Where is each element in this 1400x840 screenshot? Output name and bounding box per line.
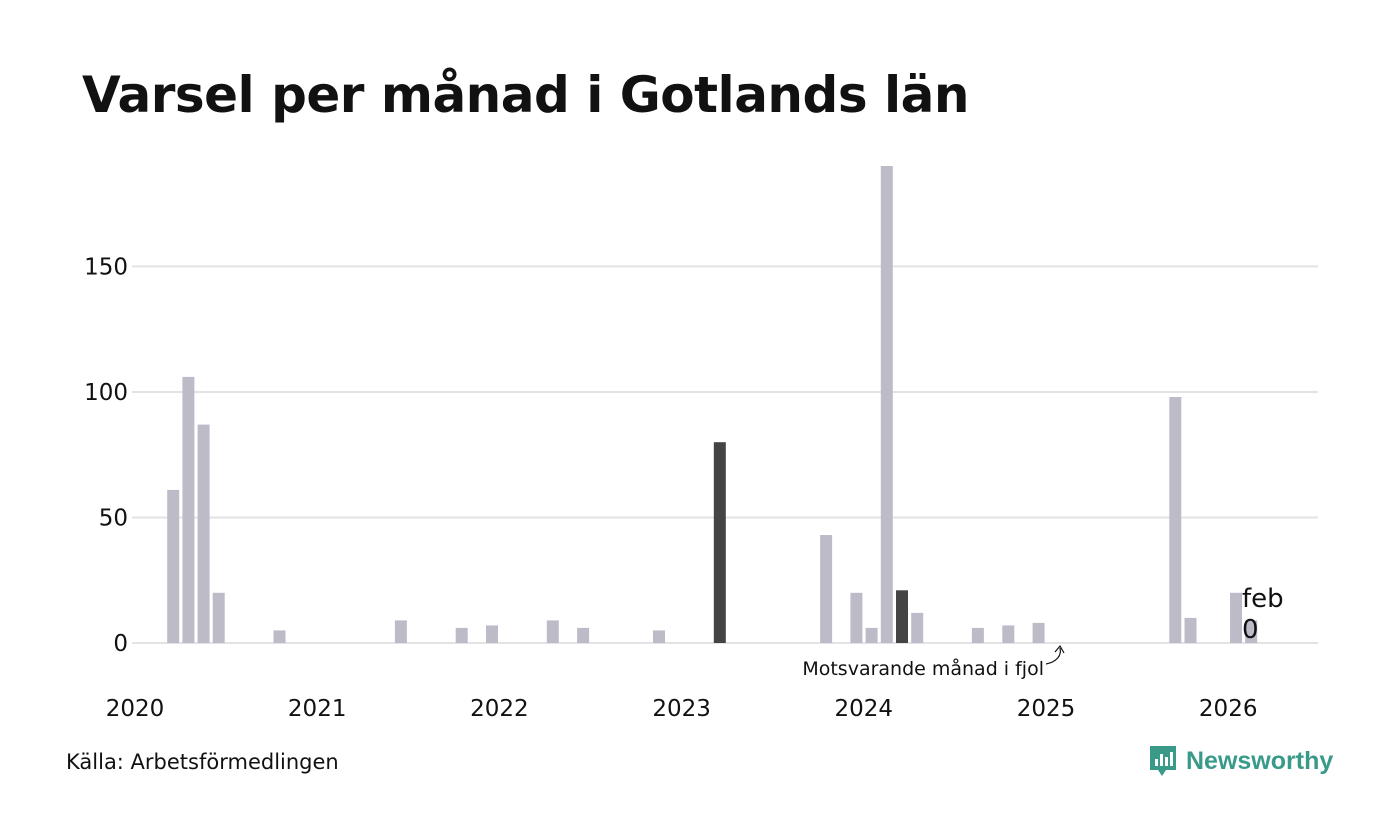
bar-2025-12 (1230, 592, 1242, 643)
x-tick-label: 2022 (470, 696, 529, 722)
newsworthy-logo-icon (1150, 746, 1176, 776)
bar-2021-11 (486, 625, 498, 643)
annotation-arrow (1045, 647, 1061, 665)
annotation-arrowhead (1054, 644, 1065, 654)
bar-chart: 0 50 100 150 2020 2021 2022 2023 2024 2025 2026 M… (84, 166, 1318, 722)
bar-2022-05 (577, 627, 590, 643)
y-axis: 0 50 100 150 (84, 254, 128, 657)
x-tick-label: 2021 (288, 696, 347, 722)
bar-2024-02 (896, 590, 908, 643)
bar-2024-07 (971, 627, 984, 643)
x-tick-label: 2024 (835, 696, 894, 722)
last-month-label: feb (1242, 584, 1284, 614)
brand-name: Newsworthy (1186, 746, 1334, 775)
x-axis: 2020 2021 2022 2023 2024 2025 2026 (106, 696, 1258, 722)
source-note: Källa: Arbetsförmedlingen (66, 750, 339, 774)
bar-2023-11 (850, 592, 863, 643)
bars (167, 166, 1258, 643)
bar-2020-02 (167, 489, 180, 643)
bar-2020-04 (197, 424, 210, 643)
annotations: Motsvarande månad i fjol feb 0 (802, 584, 1283, 680)
bar-2023-09 (820, 535, 833, 643)
y-tick-label: 150 (84, 254, 128, 280)
bar-2024-09 (1002, 625, 1015, 643)
x-tick-label: 2025 (1017, 696, 1076, 722)
bar-2022-03 (546, 620, 559, 643)
bar-2025-09 (1184, 617, 1197, 643)
bar-2022-10 (653, 630, 665, 643)
bar-2020-05 (212, 592, 225, 643)
bar-2025-08 (1169, 397, 1182, 643)
bar-2020-03 (182, 376, 195, 643)
previous-year-annotation: Motsvarande månad i fjol (802, 657, 1044, 680)
bar-2023-02 (713, 442, 726, 643)
bar-2026-01 (1245, 620, 1258, 643)
last-value-label: 0 (1242, 615, 1259, 645)
brand-logo: Newsworthy (1148, 744, 1333, 778)
y-tick-label: 50 (99, 505, 128, 531)
bar-2023-12 (865, 627, 878, 643)
bar-2024-01 (880, 166, 893, 643)
bar-2021-09 (455, 627, 468, 643)
x-tick-label: 2023 (652, 696, 711, 722)
x-tick-label: 2026 (1199, 696, 1258, 722)
bar-2021-05 (394, 620, 407, 643)
bar-2024-03 (911, 612, 924, 643)
y-tick-label: 0 (113, 631, 128, 657)
x-tick-label: 2020 (106, 696, 165, 722)
bar-2024-11 (1032, 622, 1045, 643)
y-tick-label: 100 (84, 380, 128, 406)
bar-2020-09 (273, 630, 286, 643)
page-title: Varsel per månad i Gotlands län (82, 66, 969, 124)
